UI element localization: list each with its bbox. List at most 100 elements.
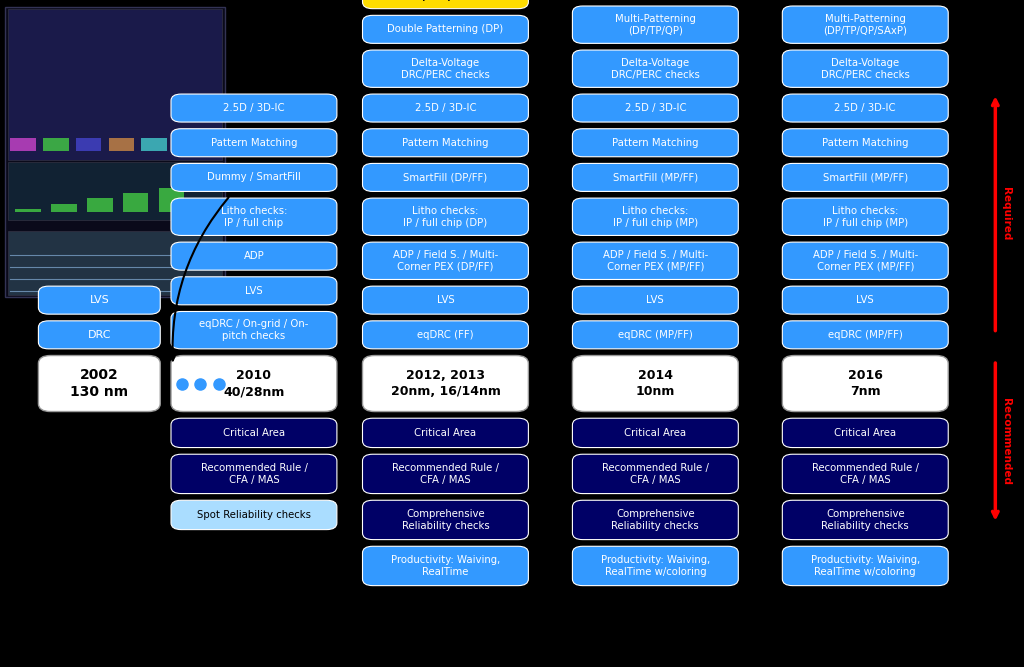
Text: Comprehensive
Reliability checks: Comprehensive Reliability checks [821,509,909,531]
Bar [87,198,113,212]
FancyBboxPatch shape [782,242,948,279]
Text: Required: Required [1000,187,1011,240]
Text: Critical Area: Critical Area [415,428,476,438]
Text: eqDRC (FF): eqDRC (FF) [417,330,474,340]
FancyBboxPatch shape [171,242,337,270]
Text: Dummy / SmartFill: Dummy / SmartFill [207,173,301,182]
Text: Critical Area: Critical Area [625,428,686,438]
Bar [76,137,101,151]
FancyBboxPatch shape [171,356,337,412]
FancyBboxPatch shape [362,321,528,349]
Text: Litho checks:
IP / full chip (DP): Litho checks: IP / full chip (DP) [403,206,487,227]
Bar [109,137,134,151]
Text: Litho checks:
IP / full chip (MP): Litho checks: IP / full chip (MP) [822,206,908,227]
Text: 2.5D / 3D-IC: 2.5D / 3D-IC [625,103,686,113]
Text: FinFET:
PV, CV, DFM: FinFET: PV, CV, DFM [406,0,485,2]
FancyBboxPatch shape [782,418,948,448]
Text: Recommended Rule /
CFA / MAS: Recommended Rule / CFA / MAS [392,463,499,485]
FancyBboxPatch shape [782,6,948,43]
Bar [159,187,184,212]
Text: Pattern Matching: Pattern Matching [402,138,488,147]
FancyBboxPatch shape [572,198,738,235]
Text: Litho checks:
IP / full chip: Litho checks: IP / full chip [221,206,287,227]
Text: LVS: LVS [646,295,665,305]
Text: LVS: LVS [245,286,263,295]
FancyBboxPatch shape [171,454,337,494]
Text: Critical Area: Critical Area [835,428,896,438]
FancyBboxPatch shape [362,129,528,157]
FancyBboxPatch shape [8,9,222,159]
Text: eqDRC (MP/FF): eqDRC (MP/FF) [617,330,693,340]
FancyBboxPatch shape [5,7,225,297]
FancyBboxPatch shape [39,356,160,412]
Bar [174,137,200,151]
FancyBboxPatch shape [782,546,948,586]
Bar [43,137,69,151]
Text: SmartFill (DP/FF): SmartFill (DP/FF) [403,173,487,182]
FancyBboxPatch shape [171,163,337,191]
FancyBboxPatch shape [572,500,738,540]
Text: Multi-Patterning
(DP/TP/QP): Multi-Patterning (DP/TP/QP) [615,14,695,35]
FancyBboxPatch shape [8,161,222,219]
Text: 2012, 2013
20nm, 16/14nm: 2012, 2013 20nm, 16/14nm [390,369,501,398]
Text: eqDRC (MP/FF): eqDRC (MP/FF) [827,330,903,340]
Text: Recommended Rule /
CFA / MAS: Recommended Rule / CFA / MAS [602,463,709,485]
Text: 2.5D / 3D-IC: 2.5D / 3D-IC [223,103,285,113]
Text: ADP: ADP [244,251,264,261]
Text: Delta-Voltage
DRC/PERC checks: Delta-Voltage DRC/PERC checks [401,58,489,79]
FancyBboxPatch shape [572,163,738,191]
Text: LVS: LVS [856,295,874,305]
Text: Multi-Patterning
(DP/TP/QP/SAxP): Multi-Patterning (DP/TP/QP/SAxP) [823,14,907,35]
Bar [15,209,41,212]
FancyBboxPatch shape [171,500,337,530]
Text: 2014
10nm: 2014 10nm [636,369,675,398]
Text: 2002
130 nm: 2002 130 nm [71,368,128,399]
FancyBboxPatch shape [782,454,948,494]
FancyBboxPatch shape [572,454,738,494]
Text: Recommended Rule /
CFA / MAS: Recommended Rule / CFA / MAS [201,463,307,485]
Text: Recommended Rule /
CFA / MAS: Recommended Rule / CFA / MAS [812,463,919,485]
FancyBboxPatch shape [362,198,528,235]
FancyBboxPatch shape [362,546,528,586]
FancyBboxPatch shape [572,286,738,314]
Text: Double Patterning (DP): Double Patterning (DP) [387,25,504,34]
FancyBboxPatch shape [8,231,222,295]
Text: Pattern Matching: Pattern Matching [822,138,908,147]
FancyBboxPatch shape [572,129,738,157]
FancyBboxPatch shape [782,321,948,349]
Text: Comprehensive
Reliability checks: Comprehensive Reliability checks [611,509,699,531]
FancyBboxPatch shape [782,198,948,235]
FancyBboxPatch shape [362,356,528,412]
Bar [51,203,77,212]
FancyBboxPatch shape [362,454,528,494]
Text: Productivity: Waiving,
RealTime: Productivity: Waiving, RealTime [391,555,500,577]
Text: 2016
7nm: 2016 7nm [848,369,883,398]
FancyBboxPatch shape [782,286,948,314]
FancyBboxPatch shape [171,94,337,122]
Text: 2.5D / 3D-IC: 2.5D / 3D-IC [835,103,896,113]
Text: ADP / Field S. / Multi-
Corner PEX (MP/FF): ADP / Field S. / Multi- Corner PEX (MP/F… [813,250,918,271]
Text: Critical Area: Critical Area [223,428,285,438]
Text: Productivity: Waiving,
RealTime w/coloring: Productivity: Waiving, RealTime w/colori… [811,555,920,577]
FancyBboxPatch shape [782,50,948,87]
FancyBboxPatch shape [572,546,738,586]
Text: Litho checks:
IP / full chip (MP): Litho checks: IP / full chip (MP) [612,206,698,227]
FancyBboxPatch shape [782,129,948,157]
FancyBboxPatch shape [572,242,738,279]
Text: ADP / Field S. / Multi-
Corner PEX (DP/FF): ADP / Field S. / Multi- Corner PEX (DP/F… [393,250,498,271]
FancyBboxPatch shape [362,500,528,540]
FancyBboxPatch shape [171,418,337,448]
Text: Comprehensive
Reliability checks: Comprehensive Reliability checks [401,509,489,531]
FancyBboxPatch shape [39,286,160,314]
Text: Delta-Voltage
DRC/PERC checks: Delta-Voltage DRC/PERC checks [611,58,699,79]
FancyBboxPatch shape [782,163,948,191]
FancyBboxPatch shape [362,163,528,191]
FancyBboxPatch shape [171,277,337,305]
Text: Productivity: Waiving,
RealTime w/coloring: Productivity: Waiving, RealTime w/colori… [601,555,710,577]
FancyBboxPatch shape [782,500,948,540]
Text: Spot Reliability checks: Spot Reliability checks [197,510,311,520]
Bar [123,193,148,212]
Text: DRC: DRC [88,330,111,340]
FancyBboxPatch shape [39,321,160,349]
Text: Recommended: Recommended [1000,398,1011,486]
